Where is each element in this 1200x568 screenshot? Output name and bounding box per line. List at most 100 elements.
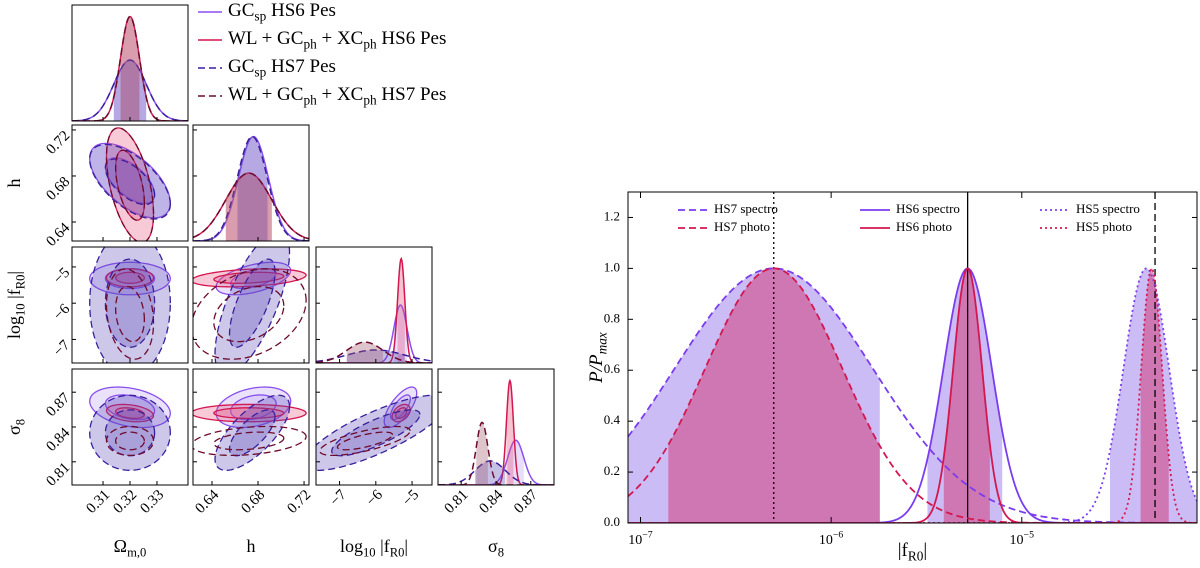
x-tick-label: 0.68 [238, 487, 268, 517]
x-axis-label-part: | [404, 536, 408, 556]
marginal-curve [316, 349, 432, 363]
plot-area [628, 192, 1197, 523]
contour [104, 409, 156, 457]
x-axis-label-part: | [923, 540, 927, 561]
contour [105, 268, 155, 288]
x-axis-label: Ωm,0 [114, 536, 147, 559]
x-tick-label-part: −5 [1024, 530, 1035, 541]
marginal-band [120, 16, 140, 121]
y-axis-label-part: P/P [586, 354, 607, 384]
y-tick-label: 0.0 [604, 514, 620, 529]
x-axis-label: σ8 [488, 536, 504, 559]
pdf-curve [628, 267, 1197, 523]
marginal-band [397, 258, 405, 363]
contour [336, 431, 394, 451]
contour [316, 394, 432, 471]
y-tick-label: 0.6 [604, 361, 621, 376]
marginal-band [476, 422, 488, 485]
legend-label: HS7 spectro [714, 201, 778, 216]
marginal-band [238, 136, 269, 241]
x-tick-label: 0.32 [110, 487, 140, 517]
y-tick-label: −7 [51, 337, 74, 360]
panel [316, 256, 432, 363]
legend-label-part: sp [254, 9, 266, 24]
credible-band [668, 268, 880, 523]
contour [89, 143, 171, 220]
y-tick-label: 0.8 [604, 310, 620, 325]
x-tick-label: 0.64 [192, 487, 222, 517]
x-axis-label-part: 10 [363, 545, 376, 559]
contour [104, 258, 156, 348]
x-tick-label: 0.72 [284, 487, 314, 517]
x-tick-label: 10−6 [819, 530, 844, 549]
marginal-band [113, 60, 147, 121]
panel-frame [192, 246, 310, 364]
panel [193, 135, 309, 241]
y-axis-label-part: σ [4, 425, 24, 435]
x-axis-label-part: m,0 [127, 545, 146, 559]
legend-label-part: + XC [317, 84, 364, 105]
x-tick-label: −7 [327, 487, 350, 510]
x-tick-label-part: −6 [833, 530, 844, 541]
x-axis-label-part: Ω [114, 536, 127, 556]
x-tick-label: 10−7 [628, 530, 653, 549]
x-tick-label: 0.87 [511, 487, 541, 517]
x-tick-label-part: 10 [628, 533, 642, 548]
y-axis-label-part: log [4, 316, 24, 339]
legend-label-part: ph [363, 37, 377, 52]
contour [214, 247, 291, 363]
marginal-band [346, 342, 384, 363]
legend-label-part: HS7 Pes [377, 84, 447, 105]
y-tick-label: −6 [51, 301, 74, 324]
legend-label-part: HS6 Pes [266, 0, 336, 21]
x-tick-label-part: 10 [1010, 533, 1024, 548]
legend-label-part: + XC [317, 28, 364, 49]
y-axis-label: P/Pmax [586, 332, 609, 384]
y-tick-label: 0.68 [43, 174, 73, 204]
contour [114, 149, 146, 221]
contour [114, 285, 146, 343]
x-axis-label-part: |f [898, 540, 909, 561]
x-tick-label: 0.33 [137, 487, 167, 517]
x-tick-label: 0.81 [442, 487, 472, 517]
panel [316, 386, 432, 471]
pdf-curve [628, 267, 1197, 523]
pdf-curve [628, 267, 1197, 523]
legend-label-part: WL + GC [228, 84, 303, 105]
marginal-curve [316, 256, 432, 363]
legend-label: GCsp HS6 Pes [228, 0, 336, 23]
legend-label: HS6 photo [896, 219, 952, 234]
panel [89, 127, 171, 241]
marginal-curve [193, 172, 309, 240]
legend-label-part: HS7 Pes [266, 56, 336, 77]
contour [89, 142, 171, 219]
y-tick-label: 0.72 [43, 128, 73, 158]
legend-label: HS6 spectro [896, 201, 960, 216]
x-axis-label: |fR0| [898, 540, 927, 563]
x-tick-label-part: 10 [819, 533, 833, 548]
contour [114, 431, 146, 451]
x-tick-label: 10−5 [1010, 530, 1035, 549]
x-tick-label: 0.31 [83, 487, 113, 517]
y-tick-label: 1.0 [604, 259, 620, 274]
contour [89, 261, 171, 296]
legend-label-part: HS6 Pes [377, 28, 447, 49]
y-axis-label-part: R0 [13, 275, 27, 290]
panel [89, 386, 171, 471]
legend-label: WL + GCph + XCph HS7 Pes [228, 84, 446, 107]
panel-frame [192, 124, 310, 242]
y-axis-label-part: max [595, 332, 610, 354]
x-axis-label: h [247, 536, 256, 556]
y-tick-label: 0.87 [43, 390, 73, 420]
marginal-band [225, 173, 272, 241]
y-axis-label-part: h [4, 179, 24, 188]
marginal-band [346, 349, 405, 363]
contour [89, 247, 171, 363]
y-axis-label: σ8 [4, 419, 27, 435]
legend-label-part: GC [228, 0, 254, 21]
contour [114, 271, 146, 284]
x-tick-label-part: −7 [642, 530, 653, 541]
x-axis-label-part: 8 [498, 545, 504, 559]
